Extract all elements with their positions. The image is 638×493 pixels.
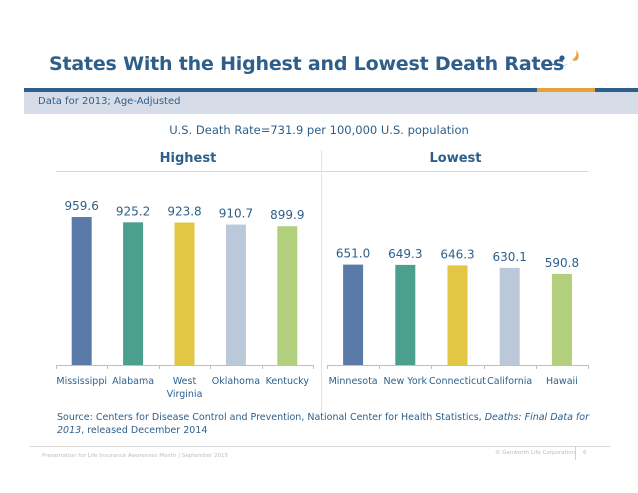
us-death-rate-note: U.S. Death Rate=731.9 per 100,000 U.S. p… [169, 123, 469, 137]
page-number: 6 [583, 450, 587, 456]
genworth-figure-logo-icon [548, 50, 579, 66]
category-label: Oklahoma [212, 376, 260, 387]
category-label: Hawaii [546, 376, 578, 387]
data-label: 923.8 [167, 205, 201, 219]
bar-minnesota [343, 264, 364, 365]
category-label: Mississippi [56, 376, 107, 387]
subtitle-bar [24, 92, 638, 114]
slide-title: States With the Highest and Lowest Death… [49, 53, 565, 75]
chart-title-lowest: Lowest [429, 151, 482, 166]
category-label: California [487, 376, 532, 387]
bar-new-york [395, 264, 416, 365]
title-rule [24, 88, 638, 92]
bar-california [499, 267, 520, 365]
data-label: 899.9 [270, 208, 304, 222]
data-label: 649.3 [388, 247, 422, 261]
category-label: Kentucky [266, 376, 310, 387]
category-label: Alabama [112, 376, 154, 387]
footer-presentation: Presentation for Life Insurance Awarenes… [42, 453, 229, 459]
chart-divider [321, 150, 322, 415]
data-label: 646.3 [440, 247, 474, 261]
data-label: 910.7 [219, 207, 253, 221]
source-prefix: Source: Centers for Disease Control and … [57, 412, 485, 423]
bar-alabama [123, 222, 144, 365]
footer-rule [30, 446, 610, 447]
category-label: West [173, 376, 197, 387]
bar-kentucky [277, 226, 298, 365]
bar-oklahoma [225, 224, 246, 365]
category-label: Virginia [167, 389, 203, 400]
chart-title-highest: Highest [159, 151, 217, 166]
category-label: Connecticut [429, 376, 486, 387]
footer-copyright: © Genworth Life Corporation [495, 450, 576, 456]
bar-hawaii [551, 273, 572, 365]
bar-connecticut [447, 265, 468, 365]
data-label: 651.0 [336, 247, 370, 261]
data-label: 959.6 [65, 199, 99, 213]
category-label: New York [384, 376, 428, 387]
chart-header-rule [56, 171, 588, 172]
source-note: Source: Centers for Disease Control and … [57, 411, 602, 437]
title-rule-accent [537, 88, 595, 92]
data-label: 925.2 [116, 204, 150, 218]
data-label: 590.8 [545, 256, 579, 270]
bar-west-virginia [174, 222, 195, 365]
data-label: 630.1 [493, 250, 527, 264]
category-label: Minnesota [329, 376, 378, 387]
source-title: Deaths: Final Data for 2013 [57, 412, 589, 436]
bar-mississippi [71, 217, 92, 365]
subtitle: Data for 2013; Age-Adjusted [38, 96, 181, 107]
source-suffix: , released December 2014 [81, 425, 208, 436]
footer-separator [575, 446, 576, 460]
